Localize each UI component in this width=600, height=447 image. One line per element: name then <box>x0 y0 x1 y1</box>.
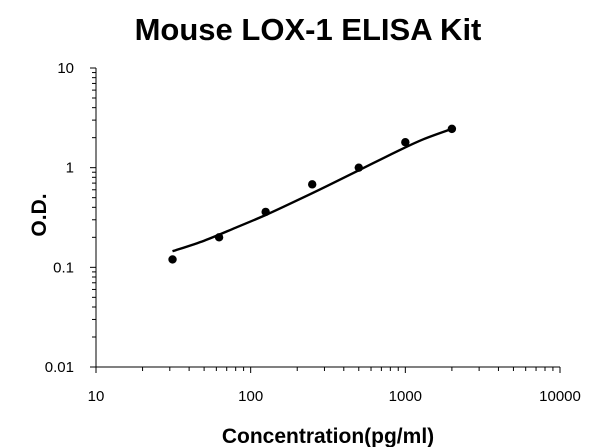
data-point <box>447 124 457 134</box>
data-point <box>261 207 270 217</box>
axis-ticks <box>90 67 561 373</box>
x-tick-label: 100 <box>238 388 263 405</box>
fitted-curve <box>172 127 453 253</box>
x-tick-label: 10 <box>88 388 105 405</box>
data-point <box>308 180 317 189</box>
data-point <box>168 255 177 264</box>
x-axis-title: Concentration(pg/ml) <box>222 425 434 447</box>
y-axis-title: O.D. <box>28 193 51 236</box>
y-tick-label: 1 <box>66 160 74 177</box>
data-point <box>354 163 363 172</box>
y-tick-label: 0.1 <box>53 259 74 276</box>
axis-tick-labels: 0.01 0.1 1 10 10 100 1000 10000 <box>45 60 581 405</box>
x-tick-label: 1000 <box>389 388 422 405</box>
data-point <box>214 233 224 242</box>
data-point <box>401 138 410 147</box>
x-tick-label: 10000 <box>539 388 581 405</box>
chart-title: Mouse LOX-1 ELISA Kit <box>135 12 482 47</box>
y-tick-label: 10 <box>57 60 74 77</box>
y-tick-label: 0.01 <box>45 359 74 376</box>
data-points <box>168 124 457 264</box>
